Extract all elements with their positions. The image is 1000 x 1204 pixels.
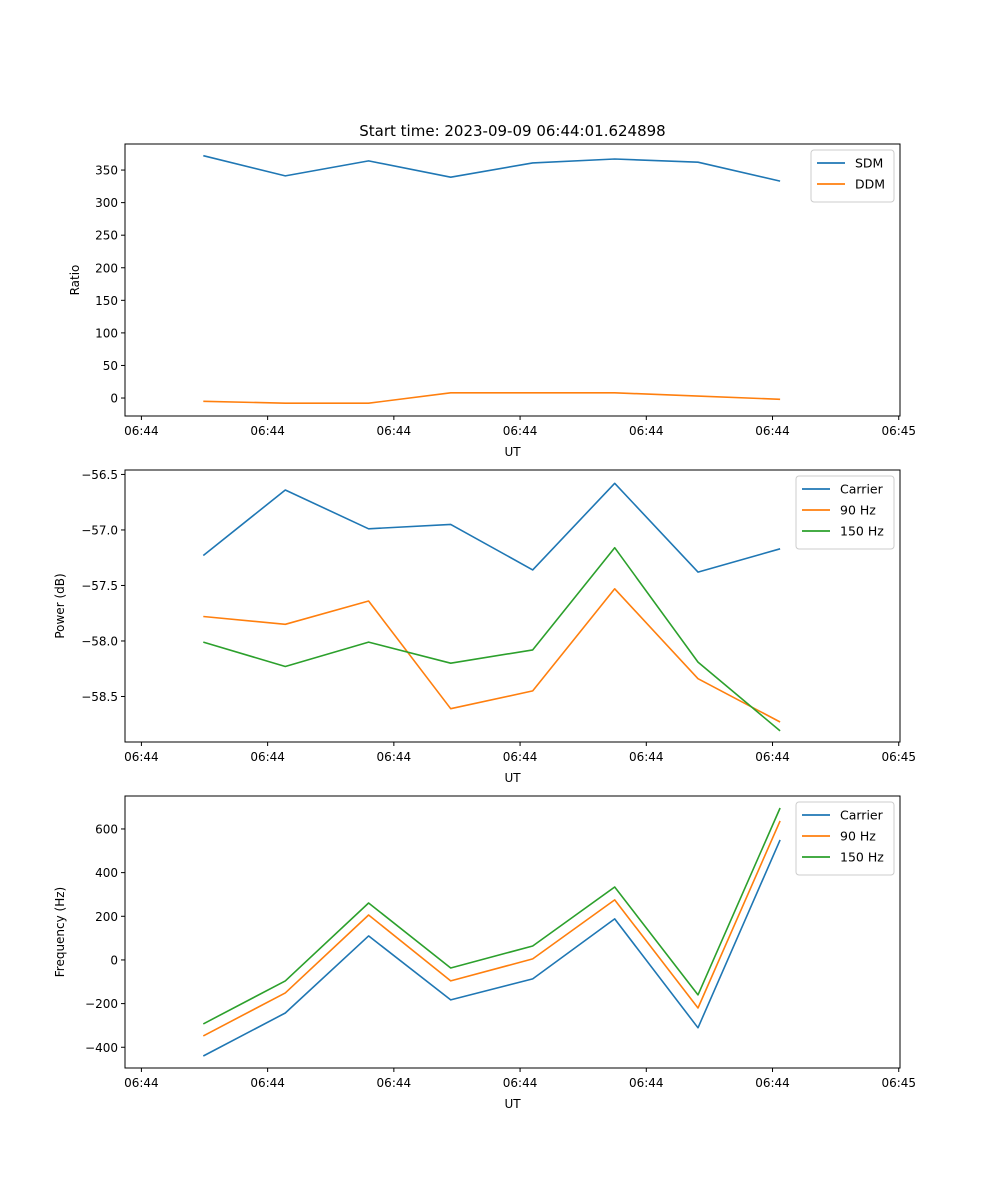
y-tick-label: 250 — [95, 229, 118, 243]
y-tick-label: 0 — [110, 392, 118, 406]
subplot-1: Start time: 2023-09-09 06:44:01.624898 06… — [68, 122, 916, 459]
x-tick-label: 06:45 — [881, 750, 916, 764]
x-tick-label: 06:45 — [881, 1076, 916, 1090]
y-tick-label: −400 — [85, 1041, 118, 1055]
series-line-ddm — [203, 391, 781, 405]
x-tick-label: 06:44 — [377, 1076, 412, 1090]
y-tick-label: 0 — [110, 953, 118, 967]
x-axis-label: UT — [504, 445, 521, 459]
y-tick-label: −58.5 — [81, 690, 118, 704]
x-tick-label: 06:44 — [629, 424, 664, 438]
series-line-150-hz — [202, 807, 781, 1025]
x-tick-label: 06:44 — [755, 750, 790, 764]
series-line-90-hz — [203, 587, 781, 723]
series-line-carrier — [202, 839, 781, 1057]
subplot-3: 06:44 06:44 06:44 06:44 06:44 06:44 06:45 −400 −… — [53, 795, 916, 1111]
x-tick-label: 06:44 — [503, 424, 538, 438]
x-tick-label: 06:45 — [881, 424, 916, 438]
subplot-2: 06:44 06:44 06:44 06:44 06:44 06:44 06:45 −58.5… — [53, 468, 916, 785]
x-tick-label: 06:44 — [503, 750, 538, 764]
y-tick-label: 150 — [95, 294, 118, 308]
series-line-90-hz — [202, 820, 781, 1037]
x-tick-label: 06:44 — [377, 750, 412, 764]
legend-label: Carrier — [840, 808, 884, 823]
x-tick-label: 06:44 — [377, 424, 412, 438]
legend: Carrier 90 Hz 150 Hz — [795, 801, 895, 876]
x-axis-label: UT — [504, 771, 521, 785]
series-line-sdm — [203, 154, 781, 182]
legend: SDM DDM — [810, 149, 895, 203]
legend-label: DDM — [855, 177, 885, 192]
axes-frame — [124, 143, 901, 417]
x-tick-label: 06:44 — [250, 424, 285, 438]
y-axis-label: Frequency (Hz) — [53, 887, 67, 978]
y-tick-label: −57.0 — [81, 523, 118, 537]
y-axis-label: Power (dB) — [53, 573, 67, 638]
y-tick-label: 600 — [95, 822, 118, 836]
x-tick-label: 06:44 — [629, 1076, 664, 1090]
y-tick-label: 400 — [95, 866, 118, 880]
y-tick-label: 50 — [103, 359, 118, 373]
y-tick-label: 350 — [95, 164, 118, 178]
y-tick-label: −57.5 — [81, 579, 118, 593]
series-line-carrier — [202, 482, 781, 573]
y-tick-label: −56.5 — [81, 468, 118, 482]
x-tick-label: 06:44 — [124, 424, 159, 438]
axes-frame — [124, 469, 901, 743]
legend-label: SDM — [855, 156, 883, 171]
legend-label: 150 Hz — [840, 850, 884, 865]
axes-frame — [124, 795, 901, 1069]
x-axis-label: UT — [504, 1097, 521, 1111]
legend-label: 150 Hz — [840, 524, 884, 539]
x-tick-label: 06:44 — [250, 750, 285, 764]
x-tick-label: 06:44 — [755, 1076, 790, 1090]
x-tick-label: 06:44 — [503, 1076, 538, 1090]
legend-label: 90 Hz — [840, 503, 876, 518]
chart-title: Start time: 2023-09-09 06:44:01.624898 — [359, 122, 665, 140]
y-tick-label: −200 — [85, 997, 118, 1011]
y-tick-label: −58.0 — [81, 634, 118, 648]
legend-label: 90 Hz — [840, 829, 876, 844]
y-tick-label: 100 — [95, 326, 118, 340]
y-tick-label: 200 — [95, 261, 118, 275]
x-tick-label: 06:44 — [124, 1076, 159, 1090]
x-tick-label: 06:44 — [629, 750, 664, 764]
series-line-150-hz — [203, 546, 781, 732]
y-tick-label: 200 — [95, 910, 118, 924]
y-tick-label: 300 — [95, 196, 118, 210]
y-axis-label: Ratio — [68, 265, 82, 296]
x-tick-label: 06:44 — [755, 424, 790, 438]
x-tick-label: 06:44 — [124, 750, 159, 764]
legend: Carrier 90 Hz 150 Hz — [795, 475, 895, 550]
x-tick-label: 06:44 — [250, 1076, 285, 1090]
legend-label: Carrier — [840, 482, 884, 497]
